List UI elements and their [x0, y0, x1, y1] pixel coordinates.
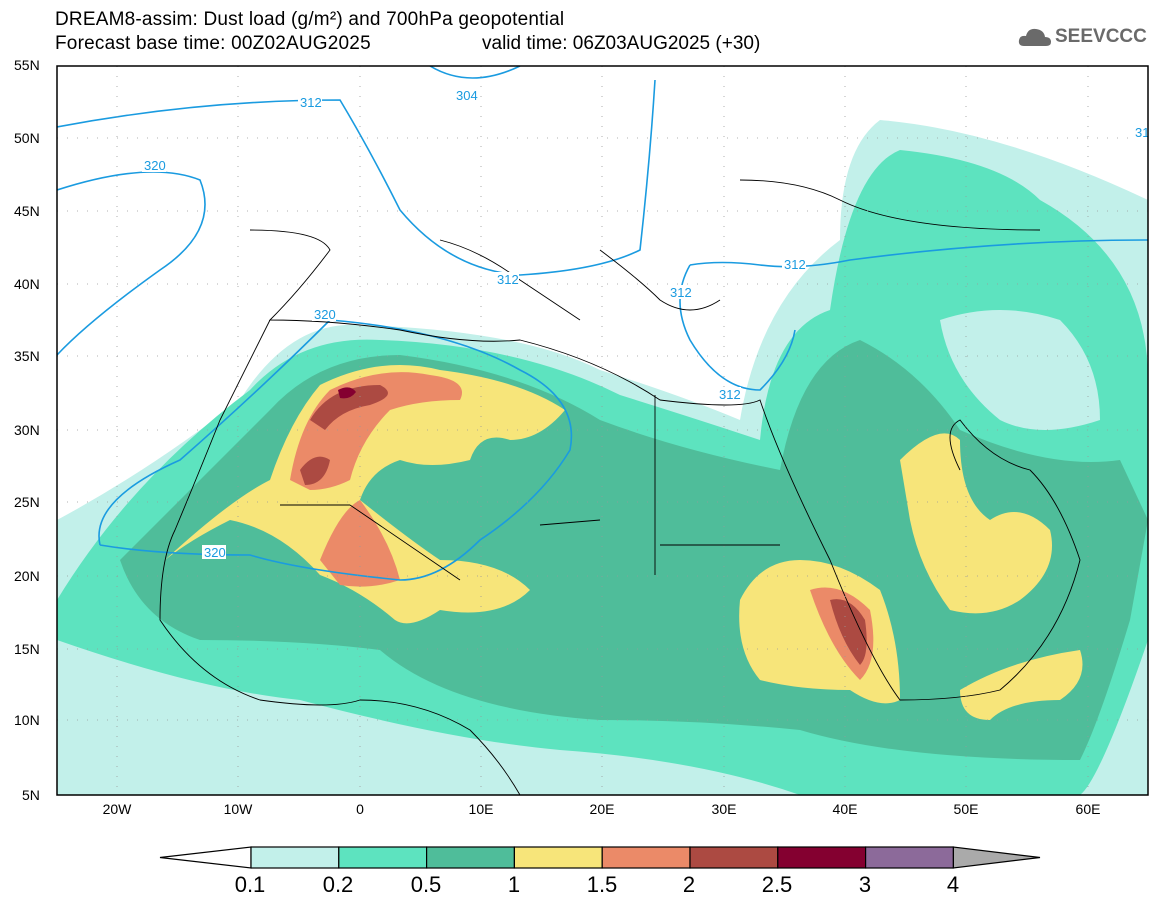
colorbar — [159, 846, 1041, 869]
lon-label: 10W — [223, 801, 253, 817]
colorbar-label: 4 — [946, 872, 960, 897]
contour-label: 304 — [456, 88, 478, 103]
colorbar-label: 2 — [682, 872, 696, 897]
coastlines — [159, 179, 1081, 795]
contour-label: 312 — [497, 272, 519, 287]
dust-level-2-b — [300, 456, 330, 485]
colorbar-swatch — [864, 846, 954, 869]
lat-label: 45N — [14, 203, 40, 219]
lon-label: 30E — [711, 801, 737, 817]
lon-label: 20W — [102, 801, 132, 817]
valid-time: valid time: 06Z03AUG2025 (+30) — [482, 33, 761, 54]
contour-label: 312 — [1135, 125, 1157, 140]
contour-label: 312 — [719, 387, 741, 402]
colorbar-swatch — [777, 846, 867, 869]
colorbar-swatch — [338, 846, 428, 869]
forecast-base-time: Forecast base time: 00Z02AUG2025 — [55, 33, 371, 54]
dust-field: 312 304 320 312 312 312 312 320 320 312 — [57, 66, 1157, 795]
lon-label: 10E — [468, 801, 494, 817]
contour-labels: 312 304 320 312 312 312 312 320 320 312 — [142, 88, 1157, 560]
colorbar-label: 2.5 — [761, 872, 793, 897]
lon-label: 20E — [589, 801, 615, 817]
seevccc-logo: SEEVCCC — [1018, 26, 1147, 48]
dust-level-2 — [310, 385, 388, 430]
lat-label: 15N — [14, 641, 40, 657]
colorbar-swatch — [689, 846, 779, 869]
lat-label: 5N — [22, 787, 40, 803]
lon-label: 50E — [953, 801, 979, 817]
colorbar-label: 0.5 — [410, 872, 442, 897]
colorbar-label: 0.1 — [234, 872, 266, 897]
dust-level-2-c — [830, 599, 867, 665]
logo-text: SEEVCCC — [1055, 26, 1147, 47]
lat-label: 10N — [14, 712, 40, 728]
lat-label: 25N — [14, 494, 40, 510]
colorbar-swatch — [250, 846, 340, 869]
map-frame — [56, 65, 1149, 796]
dust-level-2.5 — [338, 387, 356, 399]
cloud-icon — [1018, 28, 1051, 46]
contour-label: 320 — [144, 158, 166, 173]
colorbar-swatch — [513, 846, 603, 869]
dust-level-1-arabia — [900, 433, 1052, 614]
map-title: DREAM8-assim: Dust load (g/m²) and 700hP… — [55, 9, 565, 30]
dust-level-1-somalia — [960, 650, 1083, 720]
lat-label: 40N — [14, 276, 40, 292]
geopotential-contours — [57, 66, 1148, 581]
colorbar-swatch — [601, 846, 691, 869]
colorbar-label: 3 — [858, 872, 872, 897]
contour-label: 312 — [300, 95, 322, 110]
contour-label: 320 — [204, 545, 226, 560]
colorbar-label: 0.2 — [322, 872, 354, 897]
contour-label: 312 — [670, 285, 692, 300]
dust-level-0.2-light-hole — [940, 310, 1100, 430]
lat-label: 55N — [14, 57, 40, 73]
lat-label: 20N — [14, 568, 40, 584]
contour-label: 320 — [314, 307, 336, 322]
colorbar-swatch — [426, 846, 516, 869]
lat-label: 50N — [14, 130, 40, 146]
lon-label: 0 — [356, 801, 364, 817]
colorbar-under-arrow — [159, 846, 252, 869]
lon-label: 60E — [1075, 801, 1101, 817]
colorbar-label: 1 — [507, 872, 521, 897]
contour-label: 312 — [784, 257, 806, 272]
dust-level-1.5-south — [320, 500, 400, 587]
colorbar-over-arrow — [952, 846, 1041, 869]
lat-label: 30N — [14, 422, 40, 438]
lat-label: 35N — [14, 348, 40, 364]
dust-level-1 — [165, 365, 565, 624]
lon-label: 40E — [832, 801, 858, 817]
colorbar-label: 1.5 — [586, 872, 618, 897]
